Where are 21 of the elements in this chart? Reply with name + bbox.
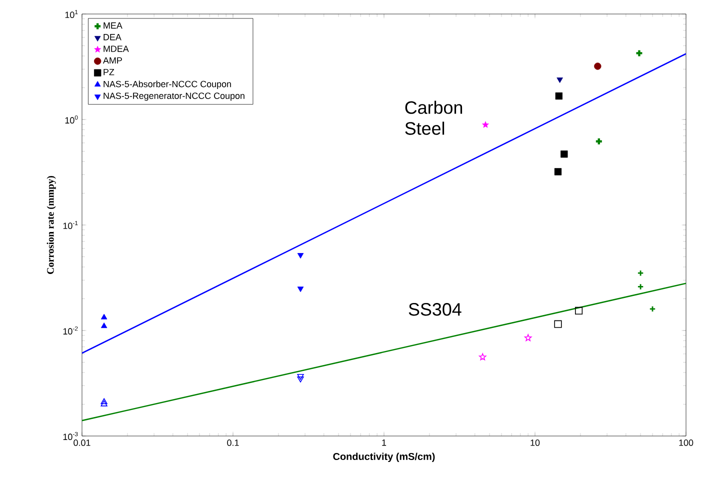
- y-tick-label: 10$^{1}$: [65, 10, 78, 18]
- legend-label: NAS-5-Regenerator-NCCC Coupon: [104, 92, 244, 101]
- x-tick-label: 0.01: [74, 440, 90, 446]
- x-tick-label: 100: [679, 440, 694, 446]
- annotation: Carbon Steel: [405, 100, 462, 135]
- y-tick-label: 10$^{-3}$: [63, 432, 78, 440]
- x-tick-label: 0.1: [227, 440, 239, 446]
- annotation: SS304: [408, 303, 462, 316]
- legend-label: PZ: [104, 68, 114, 76]
- legend-label: DEA: [104, 34, 122, 40]
- y-tick-label: 10$^{0}$: [65, 115, 78, 124]
- legend-label: AMP: [102, 57, 122, 64]
- legend-label: MEA: [104, 22, 122, 29]
- x-axis-title: Conductivity (mS/cm): [333, 452, 435, 462]
- x-tick-label: 10: [530, 440, 540, 446]
- y-tick-label: 10$^{-1}$: [63, 221, 78, 230]
- x-tick-label: 1: [382, 440, 386, 446]
- legend-label: NAS-5-Absorber-NCCC Coupon: [104, 80, 231, 89]
- y-axis-title: Corrosion rate (mmpy): [46, 176, 56, 274]
- y-tick-label: 10$^{-2}$: [63, 326, 78, 335]
- legend-label: MDEA: [104, 46, 129, 52]
